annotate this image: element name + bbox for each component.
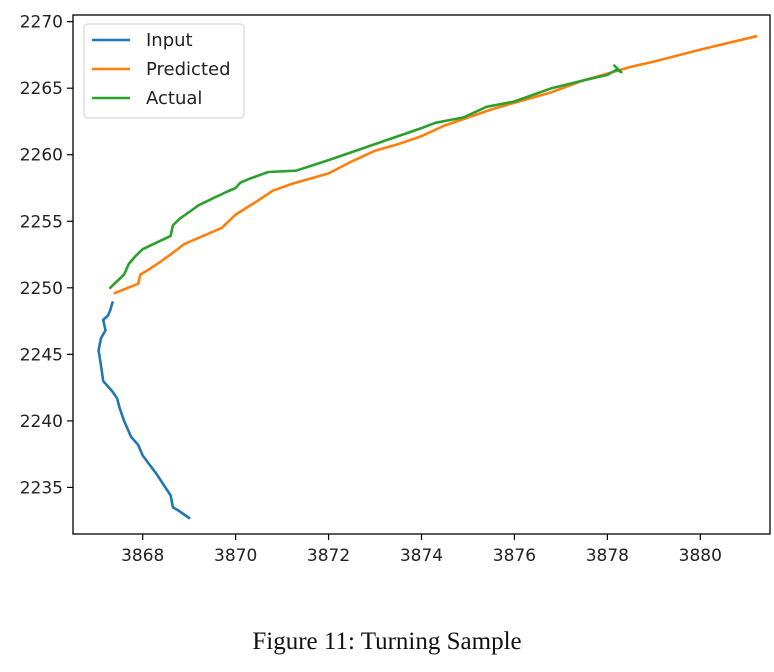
y-tick-label: 2265 bbox=[20, 79, 63, 99]
x-axis: 3868 3870 3872 3874 3876 3878 3880 bbox=[121, 534, 722, 566]
y-tick-label: 2270 bbox=[20, 13, 63, 33]
y-tick-label: 2240 bbox=[20, 412, 63, 432]
series-line-actual bbox=[108, 64, 623, 290]
figure-caption: Figure 11: Turning Sample bbox=[252, 628, 522, 655]
legend: Input Predicted Actual bbox=[83, 23, 245, 119]
legend-label-input: Input bbox=[146, 30, 193, 51]
y-tick-label: 2260 bbox=[20, 146, 63, 166]
x-tick-label: 3876 bbox=[493, 546, 536, 566]
x-tick-label: 3870 bbox=[214, 546, 257, 566]
line-chart: 2235 2240 2245 2250 2255 2260 2265 2270 3868 387… bbox=[20, 13, 771, 566]
y-tick-label: 2245 bbox=[20, 345, 63, 365]
x-tick-label: 3874 bbox=[400, 546, 443, 566]
y-tick-label: 2235 bbox=[20, 478, 63, 498]
x-tick-label: 3868 bbox=[121, 546, 164, 566]
legend-label-predicted: Predicted bbox=[146, 59, 231, 80]
y-tick-label: 2255 bbox=[20, 212, 63, 232]
series-line-input bbox=[97, 301, 191, 520]
y-tick-label: 2250 bbox=[20, 279, 63, 299]
series-lines bbox=[97, 34, 758, 520]
legend-label-actual: Actual bbox=[146, 88, 202, 109]
x-tick-label: 3878 bbox=[586, 546, 629, 566]
legend-box bbox=[83, 23, 245, 119]
y-axis: 2235 2240 2245 2250 2255 2260 2265 2270 bbox=[20, 13, 73, 498]
x-tick-label: 3872 bbox=[307, 546, 350, 566]
x-tick-label: 3880 bbox=[679, 546, 722, 566]
